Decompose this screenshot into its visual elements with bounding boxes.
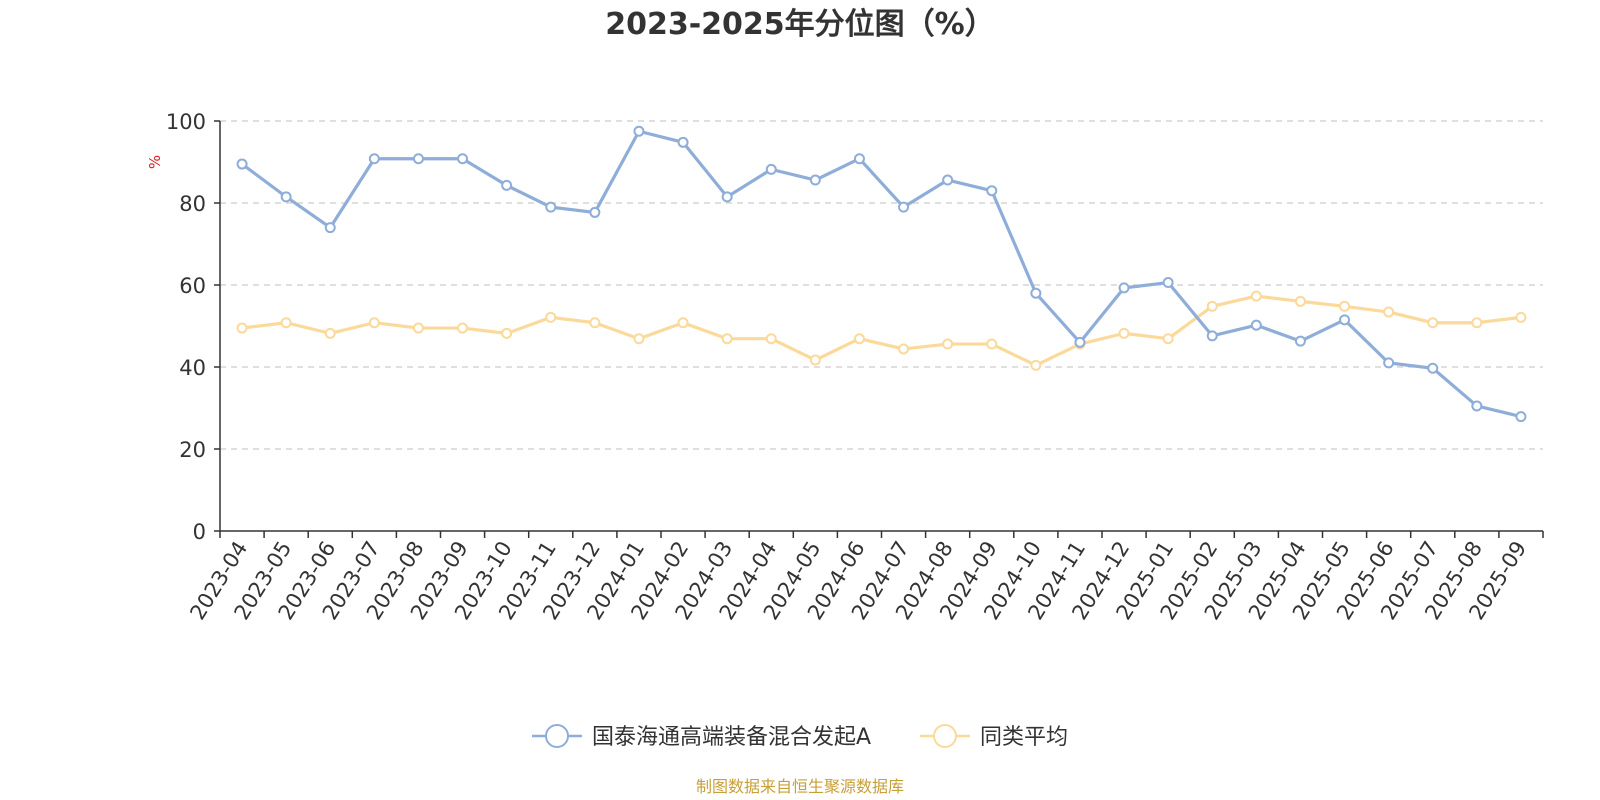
data-point[interactable] bbox=[1162, 333, 1174, 345]
data-point[interactable] bbox=[633, 333, 645, 345]
data-point[interactable] bbox=[324, 327, 336, 339]
data-source-note: 制图数据来自恒生聚源数据库 bbox=[696, 777, 904, 796]
y-tick-label: 0 bbox=[193, 520, 206, 544]
data-point[interactable] bbox=[721, 191, 733, 203]
data-point[interactable] bbox=[501, 179, 513, 191]
data-point[interactable] bbox=[412, 322, 424, 334]
data-point[interactable] bbox=[942, 174, 954, 186]
data-point[interactable] bbox=[1339, 314, 1351, 326]
data-point[interactable] bbox=[589, 206, 601, 218]
y-axis-unit-label: % bbox=[146, 155, 164, 169]
data-point[interactable] bbox=[280, 317, 292, 329]
data-point[interactable] bbox=[1206, 300, 1218, 312]
data-point[interactable] bbox=[942, 338, 954, 350]
y-tick-label: 80 bbox=[179, 192, 206, 216]
data-point[interactable] bbox=[1030, 287, 1042, 299]
data-point[interactable] bbox=[1206, 330, 1218, 342]
legend-item-1[interactable]: 同类平均 bbox=[920, 724, 1068, 750]
data-point[interactable] bbox=[545, 311, 557, 323]
legend-item-0[interactable]: 国泰海通高端装备混合发起A bbox=[532, 724, 871, 750]
data-point[interactable] bbox=[765, 333, 777, 345]
data-point[interactable] bbox=[853, 333, 865, 345]
data-point[interactable] bbox=[545, 201, 557, 213]
data-point[interactable] bbox=[1250, 290, 1262, 302]
data-point[interactable] bbox=[677, 317, 689, 329]
data-point[interactable] bbox=[1074, 336, 1086, 348]
data-point[interactable] bbox=[1383, 306, 1395, 318]
series-line bbox=[241, 129, 1522, 419]
series-line bbox=[241, 294, 1522, 367]
data-point[interactable] bbox=[1427, 362, 1439, 374]
legend-label: 同类平均 bbox=[980, 725, 1068, 750]
data-point[interactable] bbox=[1118, 282, 1130, 294]
data-point[interactable] bbox=[368, 153, 380, 165]
data-point[interactable] bbox=[324, 222, 336, 234]
data-point[interactable] bbox=[1118, 327, 1130, 339]
data-point[interactable] bbox=[589, 317, 601, 329]
data-point[interactable] bbox=[721, 333, 733, 345]
data-point[interactable] bbox=[1383, 357, 1395, 369]
data-point[interactable] bbox=[1515, 311, 1527, 323]
legend-marker-icon bbox=[933, 724, 957, 748]
axes bbox=[214, 120, 1544, 538]
data-point[interactable] bbox=[280, 191, 292, 203]
y-tick-label: 40 bbox=[179, 356, 206, 380]
data-point[interactable] bbox=[677, 136, 689, 148]
y-tick-labels: 0 20 40 60 80 100 bbox=[166, 110, 206, 544]
data-point[interactable] bbox=[1427, 317, 1439, 329]
data-point[interactable] bbox=[501, 327, 513, 339]
series-0 bbox=[236, 125, 1527, 423]
grid-lines bbox=[220, 120, 1543, 450]
data-point[interactable] bbox=[809, 174, 821, 186]
x-tick-labels: 2023-042023-052023-062023-072023-082023-… bbox=[185, 537, 1531, 624]
data-point[interactable] bbox=[1471, 400, 1483, 412]
data-point[interactable] bbox=[1339, 300, 1351, 312]
chart-title: 2023-2025年分位图（%） bbox=[605, 7, 995, 42]
data-point[interactable] bbox=[1515, 411, 1527, 423]
data-point[interactable] bbox=[809, 354, 821, 366]
data-point[interactable] bbox=[898, 201, 910, 213]
y-tick-label: 60 bbox=[179, 274, 206, 298]
data-point[interactable] bbox=[986, 338, 998, 350]
data-point[interactable] bbox=[236, 158, 248, 170]
legend[interactable]: 国泰海通高端装备混合发起A 同类平均 bbox=[532, 724, 1068, 750]
y-tick-label: 100 bbox=[166, 110, 206, 134]
data-point[interactable] bbox=[765, 163, 777, 175]
data-point[interactable] bbox=[853, 153, 865, 165]
data-point[interactable] bbox=[412, 153, 424, 165]
legend-marker-icon bbox=[545, 724, 569, 748]
legend-label: 国泰海通高端装备混合发起A bbox=[592, 725, 871, 750]
series-1 bbox=[236, 290, 1527, 371]
data-point[interactable] bbox=[457, 153, 469, 165]
data-point[interactable] bbox=[986, 185, 998, 197]
series-lines bbox=[236, 125, 1527, 423]
data-point[interactable] bbox=[1030, 359, 1042, 371]
data-point[interactable] bbox=[1250, 319, 1262, 331]
data-point[interactable] bbox=[898, 343, 910, 355]
data-point[interactable] bbox=[236, 322, 248, 334]
data-point[interactable] bbox=[1162, 277, 1174, 289]
data-point[interactable] bbox=[457, 322, 469, 334]
data-point[interactable] bbox=[368, 317, 380, 329]
data-point[interactable] bbox=[1294, 335, 1306, 347]
y-tick-label: 20 bbox=[179, 438, 206, 462]
data-point[interactable] bbox=[1294, 295, 1306, 307]
data-point[interactable] bbox=[1471, 317, 1483, 329]
data-point[interactable] bbox=[633, 125, 645, 137]
